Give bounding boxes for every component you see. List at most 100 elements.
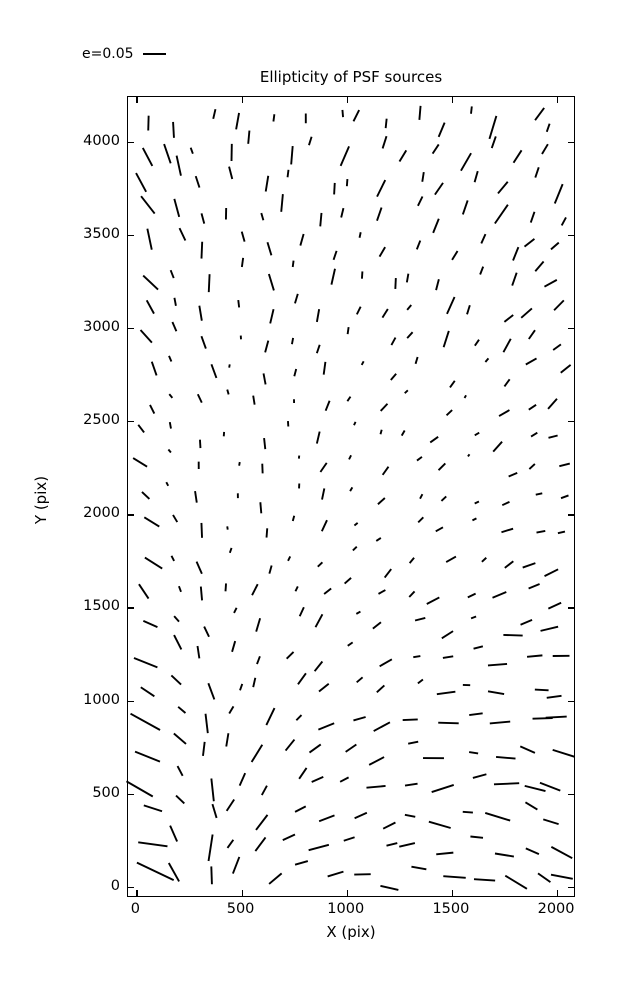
ellipticity-whisker [461, 200, 469, 215]
x-tick-label: 0 [130, 901, 141, 917]
ellipticity-whisker [545, 123, 551, 133]
plot-area [125, 96, 575, 897]
ellipticity-whisker [492, 591, 507, 599]
legend-label: e=0.05 [82, 46, 134, 62]
ellipticity-whisker [228, 166, 234, 180]
ellipticity-whisker [168, 393, 174, 399]
ellipticity-whisker [297, 672, 307, 685]
ellipticity-whisker [407, 740, 419, 745]
ellipticity-whisker [442, 330, 450, 348]
ellipticity-whisker [503, 633, 523, 637]
ellipticity-whisker [479, 266, 485, 275]
ellipticity-whisker [171, 321, 178, 332]
ellipticity-whisker [539, 781, 561, 792]
ellipticity-whisker [172, 121, 175, 138]
ellipticity-whisker [332, 250, 338, 261]
ellipticity-whisker [417, 196, 424, 207]
ellipticity-whisker [318, 722, 335, 731]
ellipticity-whisker [132, 457, 148, 468]
ellipticity-whisker [484, 357, 490, 363]
ellipticity-whisker [547, 398, 558, 410]
ellipticity-whisker [228, 547, 233, 554]
ellipticity-whisker [484, 812, 511, 822]
ellipticity-whisker [381, 308, 389, 319]
ellipticity-whisker [286, 169, 290, 178]
ellipticity-whisker [255, 814, 269, 831]
ellipticity-whisker [406, 331, 414, 339]
ellipticity-whisker [333, 182, 336, 195]
ellipticity-whisker [368, 756, 385, 766]
ellipticity-whisker [379, 658, 393, 668]
ellipticity-whisker [170, 674, 182, 686]
ellipticity-whisker [543, 279, 558, 288]
ellipticity-whisker [429, 436, 439, 444]
ellipticity-whisker [210, 866, 213, 885]
ellipticity-whisker [318, 814, 335, 823]
ellipticity-whisker [540, 625, 559, 632]
ellipticity-whisker [381, 135, 388, 149]
ellipticity-whisker [481, 557, 487, 563]
ellipticity-whisker [250, 744, 264, 763]
ellipticity-whisker [375, 537, 382, 542]
whisker-canvas [125, 105, 575, 891]
ellipticity-whisker [535, 492, 543, 496]
ellipticity-whisker [240, 231, 246, 242]
ellipticity-whisker [354, 811, 368, 820]
y-tick-label: 3000 [83, 318, 120, 335]
ellipticity-whisker [411, 865, 427, 871]
ellipticity-whisker [266, 241, 273, 256]
ellipticity-whisker [168, 355, 173, 362]
ellipticity-whisker [353, 522, 359, 527]
ellipticity-whisker [345, 178, 349, 187]
ellipticity-whisker [341, 109, 344, 118]
ellipticity-whisker [451, 250, 459, 261]
ellipticity-whisker [534, 107, 545, 121]
y-tick [128, 141, 134, 143]
y-tick-labels: 0 500 1000 1500 2000 2500 3000 3500 4000 [0, 0, 120, 1000]
ellipticity-whisker [256, 656, 261, 665]
ellipticity-whisker [492, 441, 503, 453]
ellipticity-whisker [195, 561, 203, 575]
ellipticity-whisker [353, 716, 366, 722]
ellipticity-whisker [200, 522, 203, 538]
ellipticity-whisker [142, 619, 158, 628]
ellipticity-whisker [473, 645, 484, 650]
y-tick-label: 2500 [83, 411, 120, 428]
ellipticity-whisker [472, 517, 477, 522]
ellipticity-whisker [173, 732, 187, 745]
ellipticity-whisker [432, 218, 440, 234]
ellipticity-whisker [511, 272, 518, 286]
ellipticity-whisker [529, 211, 536, 223]
ellipticity-whisker [435, 526, 444, 533]
ellipticity-whisker [402, 718, 418, 722]
ellipticity-whisker [502, 338, 512, 353]
ellipticity-whisker [553, 299, 565, 311]
ellipticity-whisker [474, 339, 480, 347]
y-tick-label: 3500 [83, 225, 120, 242]
x-tick-label: 500 [226, 901, 255, 917]
x-tick [241, 890, 243, 896]
ellipticity-whisker [167, 862, 180, 882]
ellipticity-whisker [504, 560, 514, 569]
ellipticity-whisker [490, 136, 497, 149]
ellipticity-whisker [138, 583, 150, 600]
ellipticity-whisker [293, 368, 298, 377]
ellipticity-whisker [528, 329, 536, 340]
ellipticity-whisker [355, 610, 361, 615]
x-axis-title: X (pix) [326, 923, 376, 941]
ellipticity-whisker [493, 782, 520, 786]
ellipticity-whisker [311, 776, 324, 783]
ellipticity-whisker [318, 683, 330, 693]
ellipticity-whisker [259, 502, 263, 514]
x-tick [241, 97, 243, 103]
ellipticity-whisker [435, 279, 440, 291]
x-tick [451, 97, 454, 103]
y-tick [128, 607, 134, 609]
ellipticity-whisker [313, 660, 324, 672]
ellipticity-whisker [417, 516, 424, 524]
ellipticity-whisker [470, 106, 473, 114]
ellipticity-whisker [268, 872, 283, 885]
ellipticity-whisker [322, 361, 327, 375]
ellipticity-whisker [237, 299, 241, 308]
ellipticity-whisker [323, 587, 332, 595]
